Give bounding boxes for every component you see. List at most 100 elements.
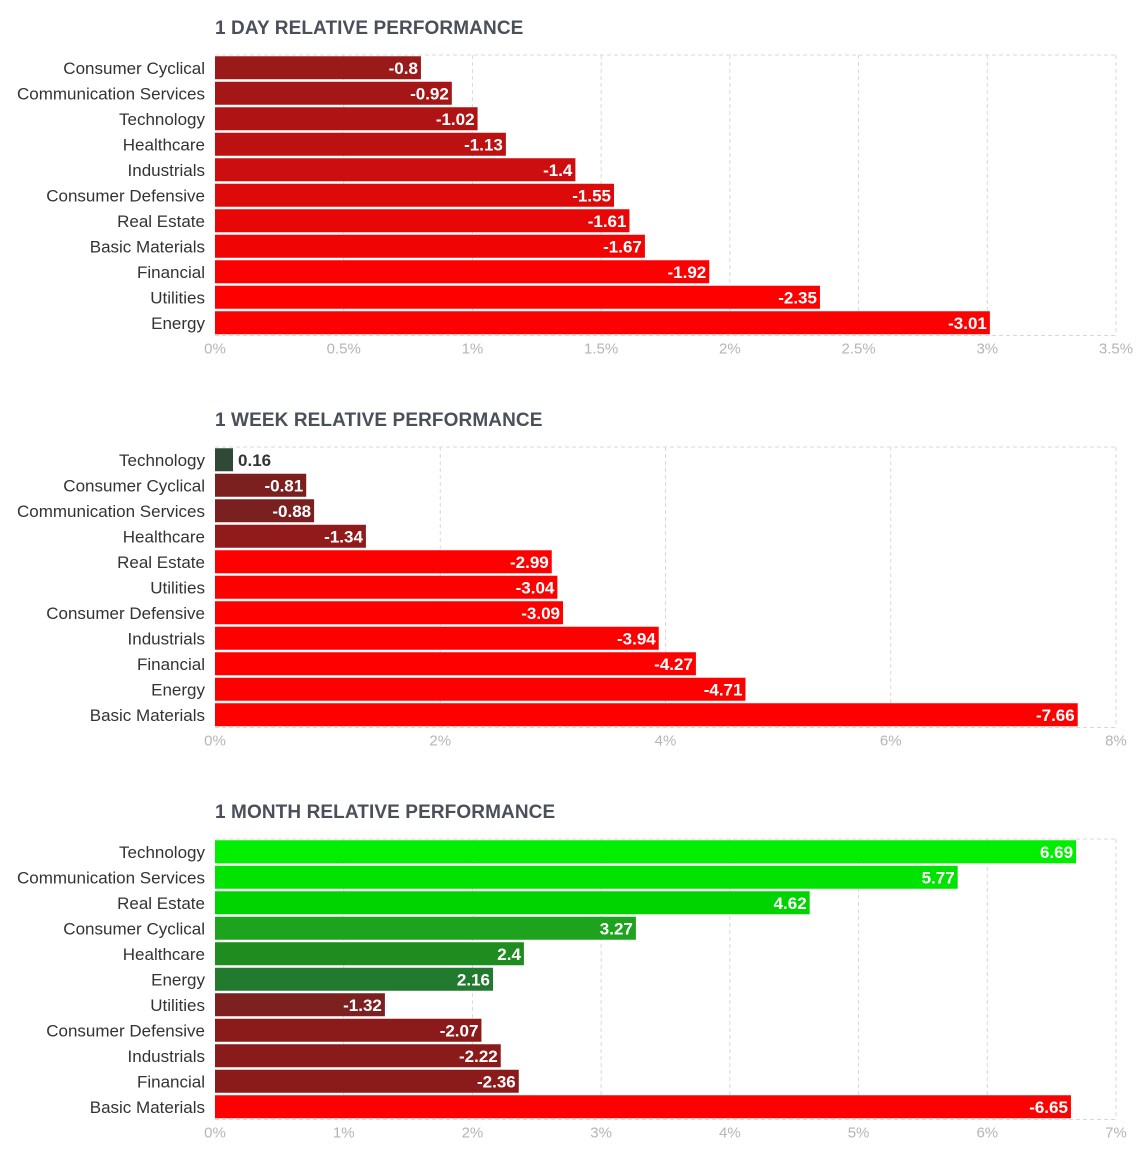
value-label: -0.88 bbox=[272, 502, 311, 521]
category-label: Industrials bbox=[128, 161, 205, 180]
value-label: -1.34 bbox=[324, 527, 363, 546]
category-label: Communication Services bbox=[17, 868, 205, 887]
chart-1-week: 0% 2% 4% 6% 8% Technology 0.16 Consumer Cyclica… bbox=[17, 446, 1127, 750]
bar[interactable] bbox=[215, 1018, 482, 1042]
bar[interactable] bbox=[215, 311, 990, 335]
category-label: Utilities bbox=[150, 578, 205, 597]
value-label: -1.13 bbox=[464, 135, 503, 154]
value-label: -3.04 bbox=[516, 578, 555, 597]
chart-1-month: 0% 1% 2% 3% 4% 5% 6% 7% Technology 6.69 Communicat… bbox=[17, 838, 1127, 1142]
bar[interactable] bbox=[215, 158, 576, 182]
value-label: -2.22 bbox=[459, 1047, 498, 1066]
category-label: Healthcare bbox=[123, 527, 205, 546]
bar[interactable] bbox=[215, 285, 820, 309]
value-label: -1.61 bbox=[588, 212, 627, 231]
x-tick-label: 5% bbox=[848, 1125, 870, 1142]
category-label: Consumer Defensive bbox=[46, 186, 205, 205]
value-label: -2.35 bbox=[778, 288, 817, 307]
category-label: Consumer Cyclical bbox=[63, 476, 205, 495]
category-label: Communication Services bbox=[17, 502, 205, 521]
value-label: -1.02 bbox=[436, 110, 475, 129]
bar[interactable] bbox=[215, 840, 1077, 864]
value-label: 4.62 bbox=[774, 894, 807, 913]
bar[interactable] bbox=[215, 550, 552, 574]
category-label: Utilities bbox=[150, 288, 205, 307]
value-label: -7.66 bbox=[1036, 706, 1075, 725]
bar[interactable] bbox=[215, 703, 1078, 727]
category-label: Real Estate bbox=[117, 894, 205, 913]
category-label: Financial bbox=[137, 655, 205, 674]
value-label: -4.71 bbox=[704, 680, 743, 699]
bar[interactable] bbox=[215, 183, 615, 207]
value-label: -2.36 bbox=[477, 1072, 516, 1091]
category-label: Technology bbox=[119, 843, 206, 862]
bar[interactable] bbox=[215, 1095, 1071, 1119]
bar[interactable] bbox=[215, 967, 494, 991]
x-tick-label: 1.5% bbox=[584, 341, 618, 358]
x-tick-label: 8% bbox=[1105, 733, 1127, 750]
value-label: 3.27 bbox=[600, 919, 633, 938]
chart-title-1-month: 1 MONTH RELATIVE PERFORMANCE bbox=[215, 802, 556, 823]
bar[interactable] bbox=[215, 942, 524, 966]
x-tick-label: 6% bbox=[880, 733, 902, 750]
category-label: Healthcare bbox=[123, 945, 205, 964]
x-tick-label: 4% bbox=[655, 733, 677, 750]
category-label: Energy bbox=[151, 970, 205, 989]
category-label: Communication Services bbox=[17, 84, 205, 103]
category-label: Basic Materials bbox=[90, 1098, 205, 1117]
bar[interactable] bbox=[215, 575, 558, 599]
bar[interactable] bbox=[215, 677, 746, 701]
bar[interactable] bbox=[215, 56, 421, 80]
bar[interactable] bbox=[215, 891, 810, 915]
x-tick-label: 4% bbox=[719, 1125, 741, 1142]
category-label: Utilities bbox=[150, 996, 205, 1015]
bar[interactable] bbox=[215, 499, 315, 523]
x-tick-label: 3% bbox=[976, 341, 998, 358]
bar[interactable] bbox=[215, 209, 630, 233]
bar[interactable] bbox=[215, 626, 659, 650]
bar[interactable] bbox=[215, 1069, 519, 1093]
bar[interactable] bbox=[215, 107, 478, 131]
category-label: Real Estate bbox=[117, 553, 205, 572]
bar[interactable] bbox=[215, 601, 564, 625]
value-label: -0.81 bbox=[264, 476, 303, 495]
value-label: -1.55 bbox=[572, 186, 611, 205]
category-label: Energy bbox=[151, 314, 205, 333]
x-tick-label: 0.5% bbox=[327, 341, 361, 358]
value-label: -3.09 bbox=[521, 604, 560, 623]
x-tick-label: 1% bbox=[333, 1125, 355, 1142]
value-label: -1.32 bbox=[343, 996, 382, 1015]
value-label: -1.92 bbox=[668, 263, 707, 282]
value-label: -1.4 bbox=[543, 161, 573, 180]
bar[interactable] bbox=[215, 448, 234, 472]
bar[interactable] bbox=[215, 865, 958, 889]
x-tick-label: 0% bbox=[204, 733, 226, 750]
category-label: Financial bbox=[137, 1072, 205, 1091]
value-label: -4.27 bbox=[654, 655, 693, 674]
bar[interactable] bbox=[215, 260, 710, 284]
value-label: -3.01 bbox=[948, 314, 987, 333]
value-label: 5.77 bbox=[922, 868, 955, 887]
value-label: -3.94 bbox=[617, 629, 656, 648]
bar[interactable] bbox=[215, 234, 645, 258]
value-label: 2.4 bbox=[497, 945, 521, 964]
bar[interactable] bbox=[215, 993, 385, 1017]
value-label: 0.16 bbox=[238, 451, 271, 470]
x-tick-label: 0% bbox=[204, 341, 226, 358]
x-tick-label: 0% bbox=[204, 1125, 226, 1142]
bar[interactable] bbox=[215, 916, 636, 940]
value-label: -6.65 bbox=[1029, 1098, 1068, 1117]
chart-title-1-week: 1 WEEK RELATIVE PERFORMANCE bbox=[215, 410, 543, 431]
bar[interactable] bbox=[215, 652, 696, 676]
bar[interactable] bbox=[215, 524, 366, 548]
chart-1-day: 0% 0.5% 1% 1.5% 2% 2.5% 3% 3.5% Consumer Cyclica… bbox=[17, 54, 1133, 358]
bar[interactable] bbox=[215, 132, 506, 156]
bar[interactable] bbox=[215, 1044, 501, 1068]
value-label: -2.07 bbox=[440, 1021, 479, 1040]
x-tick-label: 3.5% bbox=[1099, 341, 1133, 358]
category-label: Consumer Defensive bbox=[46, 1021, 205, 1040]
bar[interactable] bbox=[215, 473, 307, 497]
x-tick-label: 3% bbox=[590, 1125, 612, 1142]
bar[interactable] bbox=[215, 81, 452, 105]
category-label: Technology bbox=[119, 110, 206, 129]
